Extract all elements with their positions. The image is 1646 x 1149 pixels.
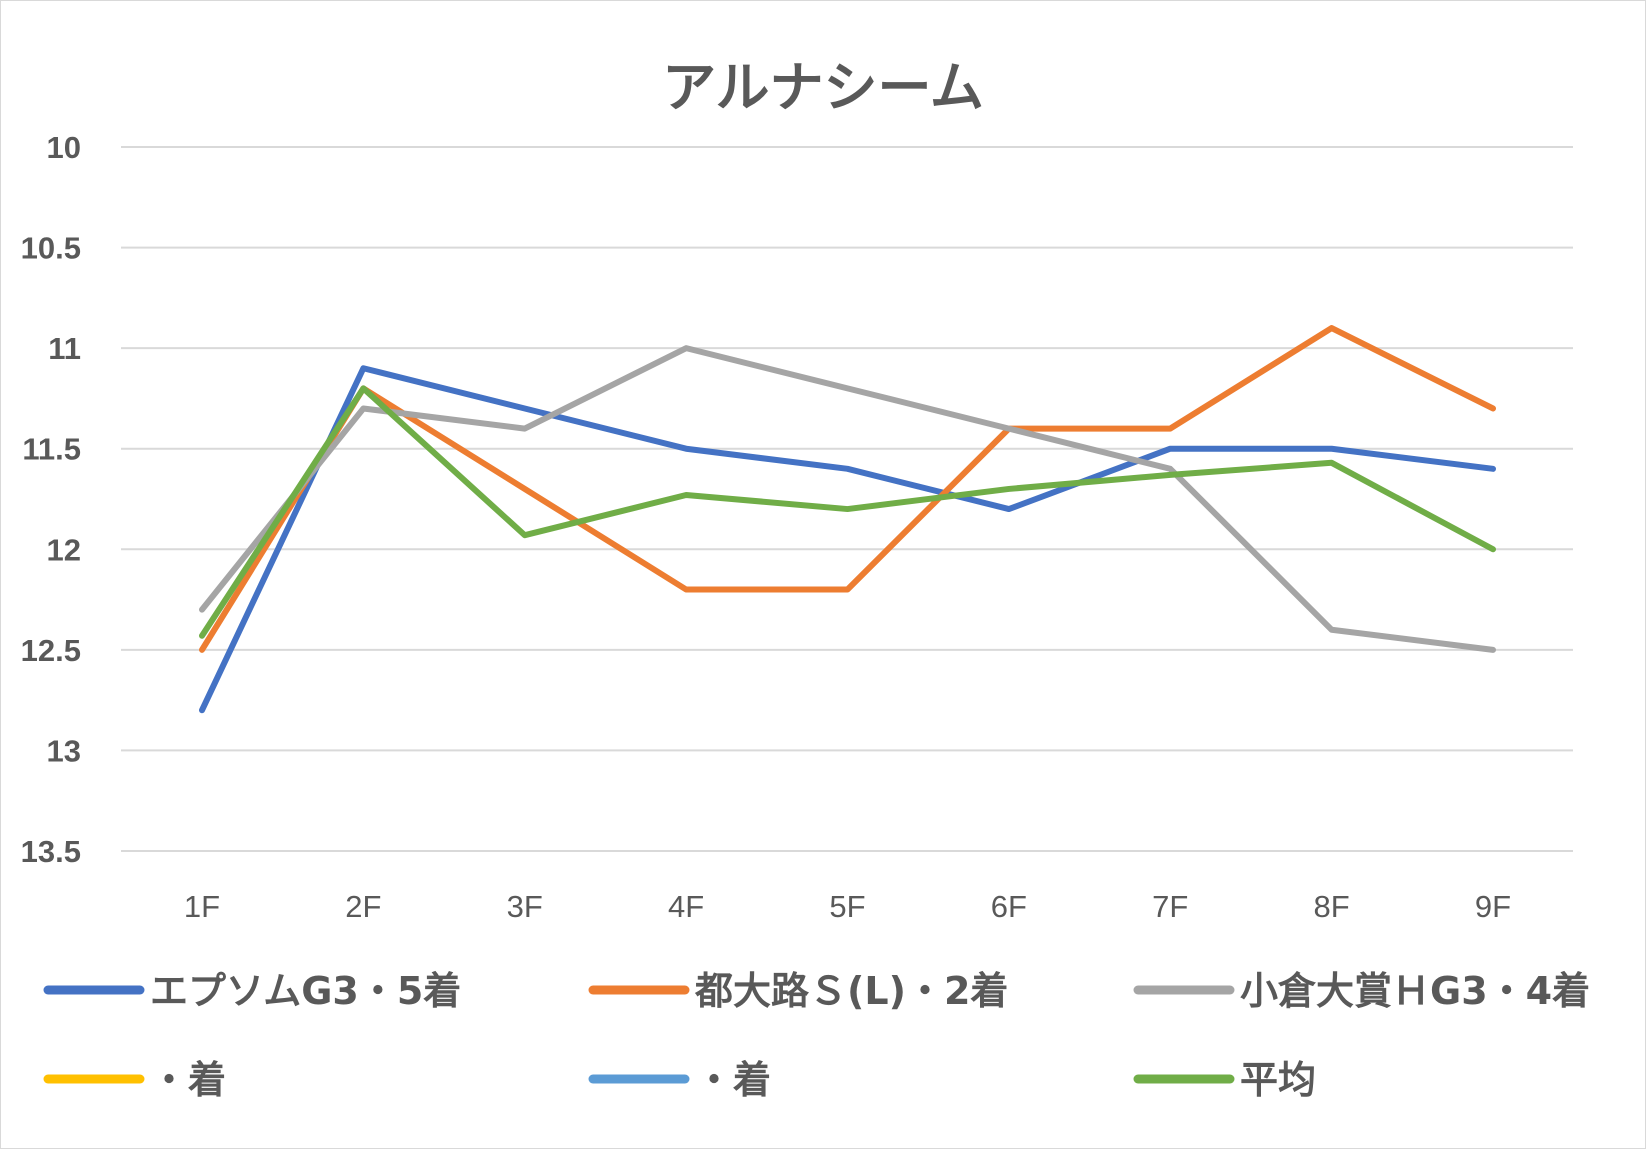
x-tick-label: 7F [1152,889,1188,924]
legend-item: エプソムG3・5着 [43,969,461,1013]
legend-item: 都大路Ｓ(L)・2着 [588,969,1008,1013]
x-tick-label: 8F [1314,889,1350,924]
legend-item: 小倉大賞ＨG3・4着 [1133,969,1590,1013]
legend-label: 都大路Ｓ(L)・2着 [694,969,1008,1013]
x-tick-label: 9F [1475,889,1511,924]
legend-item: 平均 [1133,1058,1316,1102]
y-tick-label: 13.5 [21,834,81,869]
series-1 [199,365,1496,714]
legend-item: ・着 [43,1058,226,1102]
y-axis-ticks: 10 10.5 11 11.5 12 12.5 13 13.5 [21,130,81,869]
legend-label: 小倉大賞ＨG3・4着 [1240,969,1590,1013]
chart-title: アルナシーム [662,56,984,119]
y-tick-label: 12.5 [21,633,81,668]
y-tick-label: 12 [47,532,81,567]
legend-item: ・着 [588,1058,771,1102]
y-tick-label: 10 [47,130,81,165]
x-tick-label: 4F [668,889,704,924]
x-tick-label: 6F [991,889,1027,924]
series-6 [199,385,1496,639]
x-tick-label: 1F [184,889,220,924]
x-axis-ticks: 1F 2F 3F 4F 5F 6F 7F 8F 9F [184,889,1511,924]
y-tick-label: 11 [48,331,81,366]
x-tick-label: 3F [507,889,543,924]
series-line [199,345,1496,653]
series-2 [199,325,1496,653]
legend-label: ・着 [695,1058,771,1102]
legend: エプソムG3・5着 都大路Ｓ(L)・2着 小倉大賞ＨG3・4着・着 ・着 平均 [43,969,1590,1102]
series-lines [199,325,1496,714]
legend-label: エプソムG3・5着 [150,969,461,1013]
gridlines [121,146,1573,852]
legend-label: ・着 [150,1058,226,1102]
y-tick-label: 11.5 [22,432,81,467]
x-tick-label: 5F [829,889,865,924]
y-tick-label: 10.5 [21,231,81,266]
series-3 [199,345,1496,653]
y-tick-label: 13 [47,733,81,768]
legend-label: 平均 [1240,1058,1316,1102]
x-tick-label: 2F [345,889,381,924]
